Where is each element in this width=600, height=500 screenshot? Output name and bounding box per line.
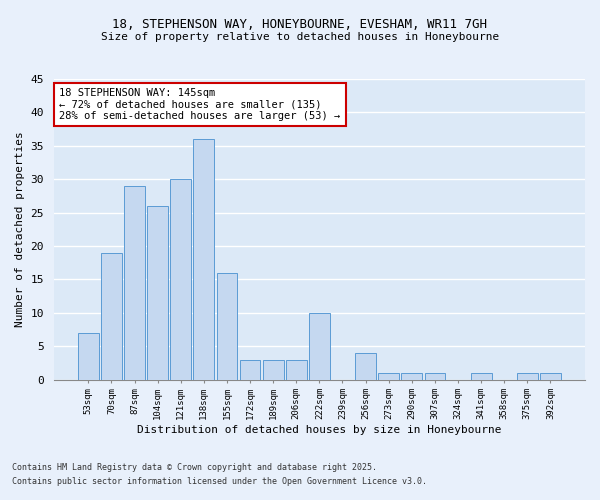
Text: Contains HM Land Registry data © Crown copyright and database right 2025.: Contains HM Land Registry data © Crown c…	[12, 464, 377, 472]
Text: Size of property relative to detached houses in Honeybourne: Size of property relative to detached ho…	[101, 32, 499, 42]
Text: 18, STEPHENSON WAY, HONEYBOURNE, EVESHAM, WR11 7GH: 18, STEPHENSON WAY, HONEYBOURNE, EVESHAM…	[113, 18, 487, 30]
X-axis label: Distribution of detached houses by size in Honeybourne: Distribution of detached houses by size …	[137, 425, 502, 435]
Bar	[355, 353, 376, 380]
Text: Contains public sector information licensed under the Open Government Licence v3: Contains public sector information licen…	[12, 477, 427, 486]
Bar	[239, 360, 260, 380]
Bar	[147, 206, 168, 380]
Bar	[286, 360, 307, 380]
Bar	[309, 313, 330, 380]
Bar	[540, 373, 561, 380]
Bar	[263, 360, 284, 380]
Bar	[401, 373, 422, 380]
Bar	[217, 272, 238, 380]
Bar	[78, 333, 99, 380]
Bar	[170, 179, 191, 380]
Bar	[101, 252, 122, 380]
Bar	[517, 373, 538, 380]
Y-axis label: Number of detached properties: Number of detached properties	[15, 132, 25, 327]
Text: 18 STEPHENSON WAY: 145sqm
← 72% of detached houses are smaller (135)
28% of semi: 18 STEPHENSON WAY: 145sqm ← 72% of detac…	[59, 88, 340, 121]
Bar	[124, 186, 145, 380]
Bar	[425, 373, 445, 380]
Bar	[193, 139, 214, 380]
Bar	[379, 373, 399, 380]
Bar	[471, 373, 491, 380]
